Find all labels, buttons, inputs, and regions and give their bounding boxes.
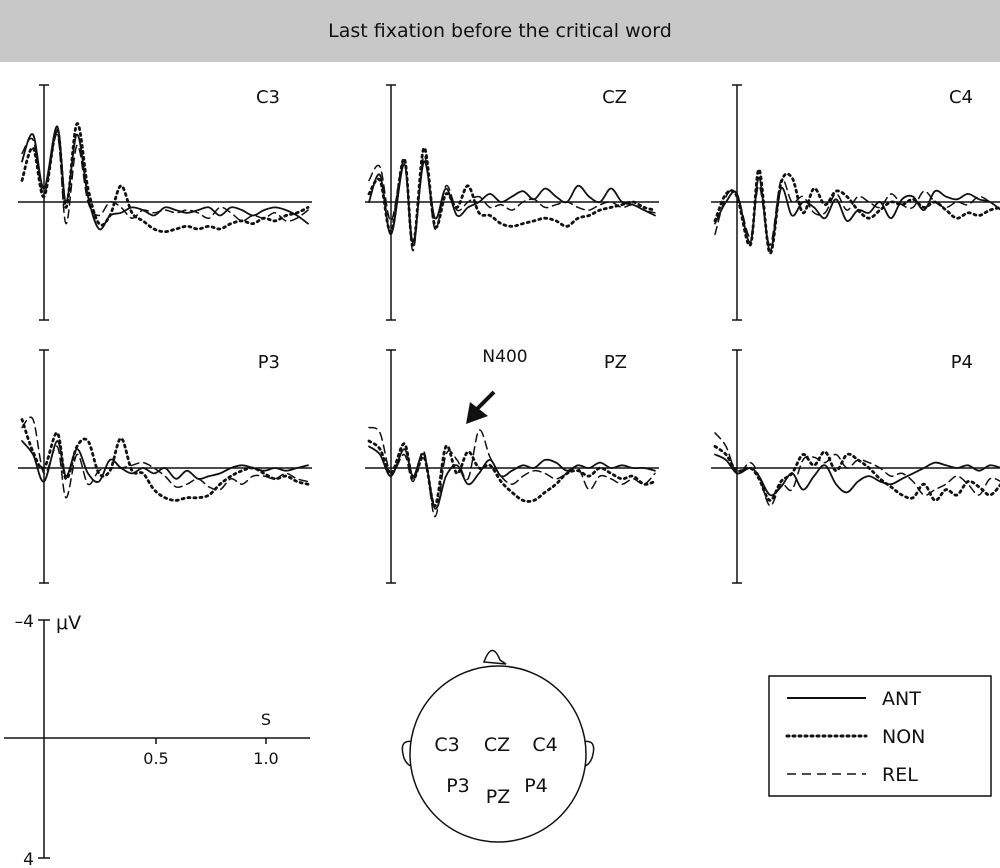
electrode-cz: CZ	[484, 734, 510, 756]
panel-c4-series-rel	[714, 178, 1000, 246]
scale-x-label-05: 0.5	[143, 749, 168, 768]
panel-pz-series-non	[367, 439, 657, 508]
legend-label-non: NON	[882, 726, 925, 748]
electrode-p3: P3	[446, 775, 470, 797]
electrode-c3: C3	[434, 734, 459, 756]
panel-cz-series-ant	[368, 160, 656, 244]
panel-pz: PZ	[365, 349, 659, 584]
panel-c4-series-non	[713, 168, 1000, 255]
panel-p4-series-rel	[714, 432, 1000, 507]
scale-seconds-label: S	[261, 710, 271, 729]
panel-p4-series-ant	[714, 453, 1000, 497]
head-nose	[482, 649, 507, 665]
head-map: C3 CZ C4 P3 PZ P4	[401, 649, 595, 843]
panel-p4-label: P4	[951, 352, 973, 373]
panel-pz-label: PZ	[604, 352, 627, 373]
panel-p4: P4	[711, 349, 1000, 584]
n400-arrow-head	[466, 402, 488, 424]
panel-p3-label: P3	[258, 352, 280, 373]
legend-label-rel: REL	[882, 764, 918, 786]
panel-cz-series-rel	[368, 155, 656, 252]
panel-c3: C3	[18, 84, 312, 321]
scale-unit-label: μV	[56, 612, 81, 634]
scale-y-top-label: –4	[15, 612, 34, 632]
panel-c4-label: C4	[949, 87, 973, 108]
panel-pz-series-rel	[368, 426, 656, 518]
panel-c3-label: C3	[256, 87, 280, 108]
electrode-p4: P4	[524, 775, 548, 797]
panel-p3-series-rel	[21, 416, 309, 499]
electrode-c4: C4	[532, 734, 557, 756]
head-outline	[409, 665, 587, 843]
panel-c3-series-rel	[21, 133, 309, 225]
panel-cz-series-non	[367, 146, 657, 247]
panel-c4: C4	[711, 84, 1000, 321]
n400-annotation: N400	[466, 347, 528, 424]
panel-cz-label: CZ	[602, 87, 627, 108]
figure-title: Last fixation before the critical word	[328, 20, 672, 42]
panel-p3-series-non	[20, 418, 310, 502]
scale-panel: –4 4 μV 0.5 1.0 S	[4, 612, 310, 868]
title-banner: Last fixation before the critical word	[0, 0, 1000, 62]
electrode-pz: PZ	[486, 786, 510, 808]
panel-c3-series-non	[20, 122, 310, 234]
legend-label-ant: ANT	[882, 688, 921, 710]
panel-c3-series-ant	[21, 125, 309, 231]
panel-cz: CZ	[365, 84, 659, 321]
n400-arrow-shaft	[474, 390, 496, 412]
scale-x-label-10: 1.0	[253, 749, 278, 768]
scale-y-bottom-label: 4	[23, 850, 34, 868]
legend: ANT NON REL	[768, 675, 992, 797]
panel-p3: P3	[18, 349, 312, 584]
n400-label: N400	[482, 347, 527, 367]
